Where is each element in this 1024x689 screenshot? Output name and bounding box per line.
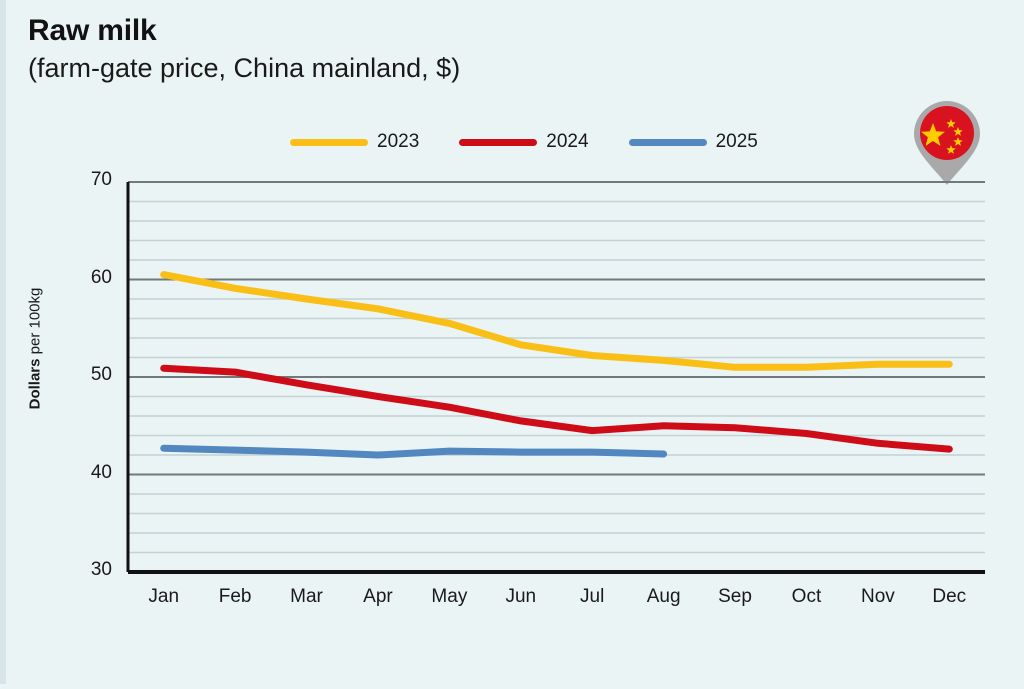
legend-label-2024: 2024 <box>546 131 589 152</box>
y-axis-title-bold: Dollars <box>26 358 44 410</box>
series-line-2023[interactable] <box>160 271 953 371</box>
x-tick-label-Jun: Jun <box>505 586 537 607</box>
legend-swatch-2024 <box>459 138 538 146</box>
china-flag-map-pin-icon <box>905 95 989 191</box>
y-axis-title: Dollars per 100kg <box>26 288 43 410</box>
y-tick-label-30: 30 <box>90 559 112 580</box>
chart-legend: 2023 2024 2025 <box>290 131 758 153</box>
y-tick-label-60: 60 <box>90 266 112 288</box>
x-tick-label-Jan: Jan <box>148 586 180 607</box>
legend-item-2024[interactable]: 2024 <box>459 131 589 153</box>
chart-header: Raw milk (farm-gate price, China mainlan… <box>28 14 898 84</box>
y-axis-title-regular: per 100kg <box>26 287 44 359</box>
series-line-2024[interactable] <box>160 364 953 453</box>
y-tick-label-70: 70 <box>90 169 112 190</box>
page-subtitle: (farm-gate price, China mainland, $) <box>28 53 461 83</box>
x-tick-label-Apr: Apr <box>363 586 393 607</box>
y-tick-label-50: 50 <box>90 364 112 385</box>
x-tick-label-Sep: Sep <box>718 586 752 607</box>
x-tick-label-May: May <box>431 586 468 607</box>
legend-swatch-2023 <box>290 138 368 146</box>
legend-label-2023: 2023 <box>377 131 420 152</box>
legend-item-2025[interactable]: 2025 <box>628 131 758 153</box>
x-tick-label-Feb: Feb <box>218 586 252 607</box>
x-tick-label-Jul: Jul <box>580 586 605 607</box>
x-tick-label-Aug: Aug <box>646 586 681 607</box>
series-line-2025[interactable] <box>160 444 668 459</box>
legend-item-2023[interactable]: 2023 <box>290 131 419 153</box>
legend-label-2025: 2025 <box>715 131 758 152</box>
x-tick-label-Dec: Dec <box>932 586 967 607</box>
page-title: Raw milk <box>28 14 157 47</box>
y-tick-label-40: 40 <box>90 461 112 483</box>
x-tick-label-Mar: Mar <box>290 586 323 607</box>
x-tick-label-Oct: Oct <box>791 586 822 607</box>
legend-swatch-2025 <box>628 138 707 146</box>
x-tick-label-Nov: Nov <box>860 586 895 607</box>
left-accent-strip <box>0 0 6 684</box>
